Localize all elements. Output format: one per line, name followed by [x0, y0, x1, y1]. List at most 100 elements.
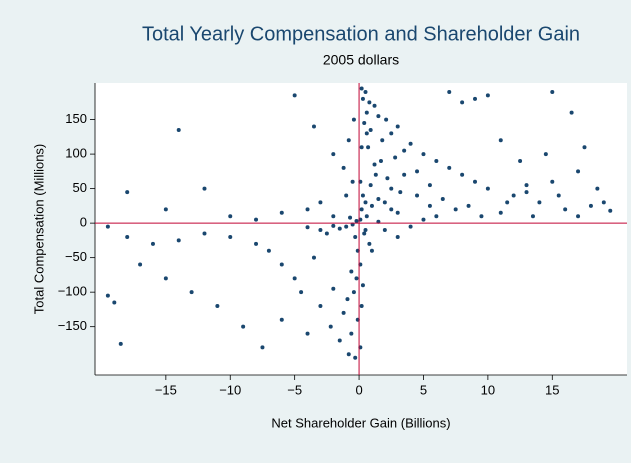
point [350, 179, 355, 184]
point [331, 223, 336, 228]
point [189, 290, 194, 295]
point [479, 214, 484, 219]
point [364, 110, 369, 115]
point [105, 293, 110, 298]
point [254, 217, 259, 222]
point [389, 186, 394, 191]
point [349, 331, 354, 336]
y-tick-label: 100 [65, 146, 87, 161]
point [382, 200, 387, 205]
point [550, 179, 555, 184]
x-tick-label: 15 [545, 382, 559, 397]
point [215, 303, 220, 308]
point [163, 276, 168, 281]
x-tick-label: −15 [155, 382, 177, 397]
point [530, 214, 535, 219]
point [427, 183, 432, 188]
point [369, 203, 374, 208]
point [385, 176, 390, 181]
point [588, 203, 593, 208]
point [415, 193, 420, 198]
point [550, 89, 555, 94]
point [364, 131, 369, 136]
point [266, 248, 271, 253]
point [380, 138, 385, 143]
point [408, 141, 413, 146]
point [368, 127, 373, 132]
plot-area [95, 83, 627, 375]
point [378, 159, 383, 164]
point [150, 241, 155, 246]
y-tick-label: −150 [58, 318, 87, 333]
point [556, 193, 561, 198]
point [393, 155, 398, 160]
point [421, 217, 426, 222]
point [176, 238, 181, 243]
point [305, 331, 310, 336]
point [331, 286, 336, 291]
point [543, 152, 548, 157]
point [254, 241, 259, 246]
point [359, 86, 364, 91]
point [389, 131, 394, 136]
point [608, 208, 613, 213]
point [279, 317, 284, 322]
point [279, 262, 284, 267]
point [460, 100, 465, 105]
point [311, 255, 316, 260]
point [408, 224, 413, 229]
chart-subtitle: 2005 dollars [323, 52, 399, 68]
point [447, 89, 452, 94]
point [498, 138, 503, 143]
point [524, 190, 529, 195]
point [341, 310, 346, 315]
point [576, 169, 581, 174]
point [176, 127, 181, 132]
point [112, 300, 117, 305]
point [363, 228, 368, 233]
point [349, 269, 354, 274]
point [331, 214, 336, 219]
point [354, 276, 359, 281]
point [363, 200, 368, 205]
point [353, 355, 358, 360]
point [582, 145, 587, 150]
point [376, 196, 381, 201]
point [279, 210, 284, 215]
x-tick-label: 0 [355, 382, 362, 397]
point [353, 234, 358, 239]
point [366, 145, 371, 150]
point [346, 352, 351, 357]
point [376, 114, 381, 119]
point [241, 324, 246, 329]
point [362, 231, 367, 236]
point [398, 190, 403, 195]
x-tick-label: 5 [420, 382, 427, 397]
point [125, 234, 130, 239]
x-tick-label: −5 [287, 382, 302, 397]
point [372, 162, 377, 167]
point [372, 103, 377, 108]
point [311, 124, 316, 129]
point [427, 203, 432, 208]
point [518, 159, 523, 164]
point [351, 290, 356, 295]
point [360, 283, 365, 288]
point [367, 100, 372, 105]
point [395, 210, 400, 215]
point [511, 193, 516, 198]
point [505, 200, 510, 205]
point [163, 207, 168, 212]
point [576, 214, 581, 219]
point [485, 186, 490, 191]
point [453, 207, 458, 212]
point [318, 228, 323, 233]
point [395, 234, 400, 239]
point [498, 210, 503, 215]
point [344, 224, 349, 229]
point [351, 117, 356, 122]
point [228, 234, 233, 239]
point [563, 207, 568, 212]
